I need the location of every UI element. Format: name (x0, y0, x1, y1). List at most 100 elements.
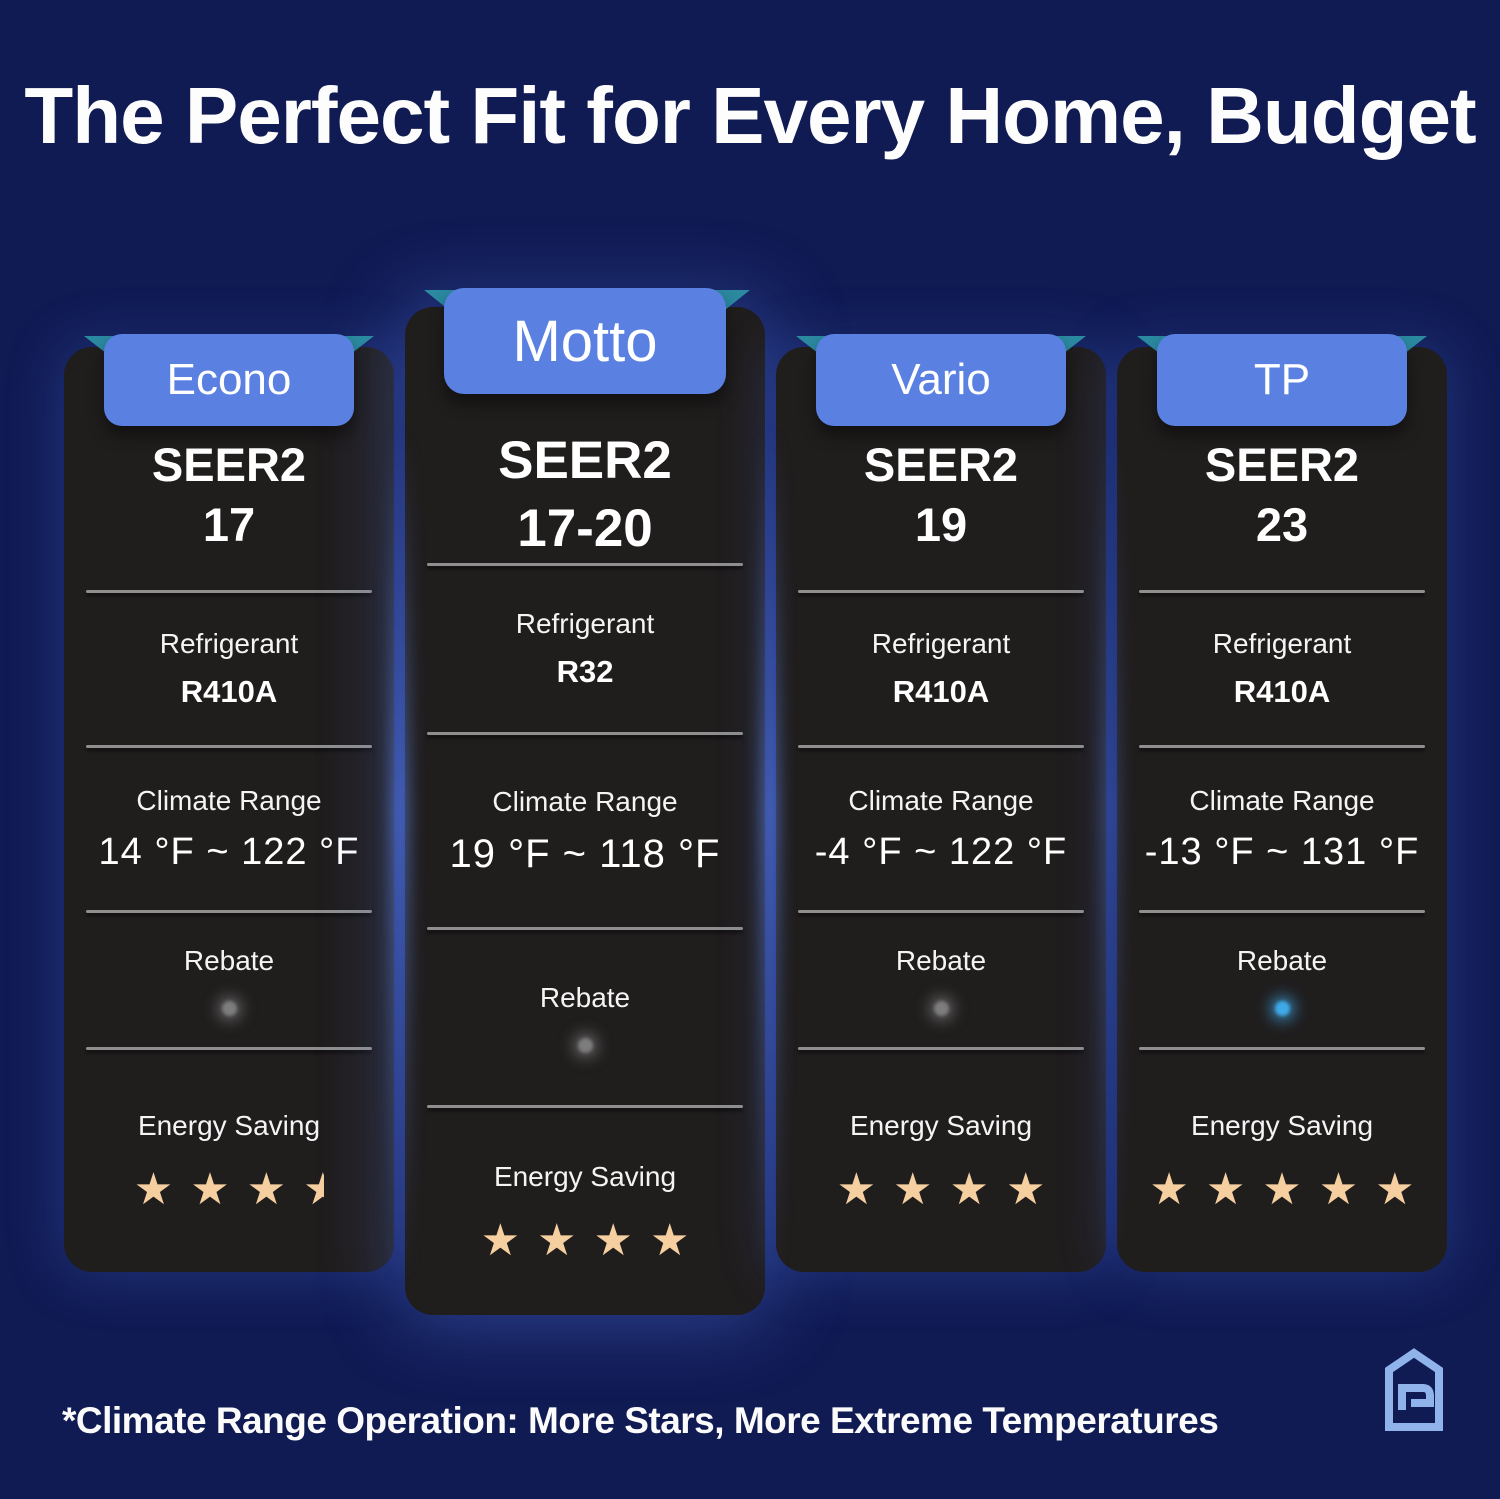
energy-saving-section: Energy Saving ★ ★ ★ ★ (776, 1050, 1106, 1272)
climate-range-value: 14 °F ~ 122 °F (98, 830, 360, 873)
star-icon: ★ (246, 1165, 287, 1214)
seer2-label: SEER2 (1204, 438, 1360, 491)
climate-range-value: -13 °F ~ 131 °F (1144, 830, 1420, 873)
section-divider (427, 1105, 743, 1108)
section-divider (86, 745, 372, 748)
section-divider (427, 732, 743, 735)
seer2-value: 23 (1255, 498, 1309, 552)
section-divider (86, 590, 372, 593)
section-divider (1139, 1047, 1425, 1050)
energy-saving-label: Energy Saving (1190, 1110, 1374, 1141)
rebate-section: Rebate (776, 913, 1106, 1047)
seer2-value: 17 (202, 498, 256, 552)
star-icon: ★ (1205, 1165, 1246, 1214)
rebate-section: Rebate (405, 930, 765, 1105)
section-divider (1139, 910, 1425, 913)
card-tab-label: Motto (512, 308, 658, 374)
product-card-econo: Econo SEER2 17 Refrigerant R410A Climate… (64, 334, 394, 1272)
card-tab-vario: Vario (816, 334, 1066, 426)
section-divider (427, 563, 743, 566)
energy-saving-section: Energy Saving ★ ★ ★ ★ (405, 1108, 765, 1315)
section-divider (798, 910, 1084, 913)
energy-saving-label: Energy Saving (137, 1110, 321, 1141)
refrigerant-value: R410A (180, 674, 278, 709)
seer2-label: SEER2 (863, 438, 1019, 491)
star-icon: ★ (1318, 1165, 1359, 1214)
rebate-dot (1274, 1000, 1290, 1016)
rebate-section: Rebate (1117, 913, 1447, 1047)
product-card-motto: Motto SEER2 17-20 Refrigerant R32 Climat… (405, 288, 765, 1315)
star-rating: ★ ★ ★ ★ ★ (1149, 1168, 1414, 1212)
climate-range-label: Climate Range (492, 785, 678, 817)
section-divider (798, 745, 1084, 748)
refrigerant-label: Refrigerant (159, 628, 299, 659)
climate-range-section: Climate Range -4 °F ~ 122 °F (776, 748, 1106, 910)
seer2-section: SEER2 23 (1117, 347, 1447, 590)
section-divider (1139, 590, 1425, 593)
star-icon: ★ (949, 1165, 989, 1214)
card-tab-motto: Motto (444, 288, 726, 394)
star-rating: ★ ★ ★ ★ (837, 1168, 1046, 1212)
climate-range-label: Climate Range (848, 784, 1034, 816)
star-icon: ★ (1005, 1165, 1046, 1214)
seer2-section: SEER2 19 (776, 347, 1106, 590)
card-tab-label: TP (1253, 355, 1311, 404)
refrigerant-label: Refrigerant (515, 608, 655, 639)
rebate-label: Rebate (1236, 944, 1328, 976)
page-title: The Perfect Fit for Every Home, Budget (24, 71, 1476, 160)
seer2-value: 19 (914, 498, 968, 552)
climate-range-value: -4 °F ~ 122 °F (814, 830, 1068, 873)
rebate-label: Rebate (539, 982, 631, 1013)
refrigerant-section: Refrigerant R410A (1117, 593, 1447, 745)
star-icon: ★ (1149, 1165, 1189, 1214)
rebate-label: Rebate (183, 944, 275, 976)
star-icon: ★ (893, 1165, 933, 1214)
card-tab-econo: Econo (104, 334, 354, 426)
product-cards-row: Econo SEER2 17 Refrigerant R410A Climate… (64, 288, 1447, 1315)
star-icon: ★ (190, 1165, 230, 1214)
section-divider (798, 590, 1084, 593)
rebate-label: Rebate (895, 944, 987, 976)
climate-range-section: Climate Range 14 °F ~ 122 °F (64, 748, 394, 910)
refrigerant-value: R32 (556, 654, 614, 689)
section-divider (86, 910, 372, 913)
brand-home-logo-icon (1385, 1348, 1443, 1431)
card-tab-tp: TP (1157, 334, 1407, 426)
climate-range-label: Climate Range (1189, 784, 1375, 816)
card-tab-label: Vario (891, 355, 991, 404)
refrigerant-label: Refrigerant (1212, 628, 1352, 659)
section-divider (798, 1047, 1084, 1050)
climate-range-section: Climate Range -13 °F ~ 131 °F (1117, 748, 1447, 910)
refrigerant-value: R410A (1233, 674, 1331, 709)
seer2-section: SEER2 17 (64, 347, 394, 590)
section-divider (1139, 745, 1425, 748)
star-icon: ★ (649, 1215, 690, 1265)
star-icon: ★ (537, 1215, 577, 1265)
rebate-dot (577, 1038, 593, 1053)
star-icon: ★ (480, 1215, 521, 1265)
climate-range-value: 19 °F ~ 118 °F (449, 831, 721, 876)
refrigerant-value: R410A (892, 674, 990, 709)
rebate-section: Rebate (64, 913, 394, 1047)
section-divider (427, 927, 743, 930)
footnote: *Climate Range Operation: More Stars, Mo… (62, 1400, 1219, 1441)
rebate-dot (221, 1000, 237, 1016)
energy-saving-section: Energy Saving ★ ★ ★ ★ (64, 1050, 394, 1272)
star-icon: ★ (836, 1165, 877, 1214)
star-icon: ★ (1375, 1165, 1415, 1214)
refrigerant-section: Refrigerant R32 (405, 566, 765, 732)
climate-range-label: Climate Range (136, 784, 322, 816)
seer2-label: SEER2 (498, 431, 672, 490)
refrigerant-section: Refrigerant R410A (64, 593, 394, 745)
rebate-dot (933, 1000, 949, 1016)
product-card-vario: Vario SEER2 19 Refrigerant R410A Climate… (776, 334, 1106, 1272)
energy-saving-label: Energy Saving (493, 1160, 677, 1192)
star-icon: ★ (1262, 1165, 1302, 1214)
seer2-value: 17-20 (517, 498, 653, 558)
energy-saving-section: Energy Saving ★ ★ ★ ★ ★ (1117, 1050, 1447, 1272)
product-card-tp: TP SEER2 23 Refrigerant R410A Climate Ra… (1117, 334, 1447, 1272)
refrigerant-label: Refrigerant (871, 628, 1011, 659)
card-tab-label: Econo (166, 355, 292, 404)
energy-saving-label: Energy Saving (849, 1110, 1033, 1141)
